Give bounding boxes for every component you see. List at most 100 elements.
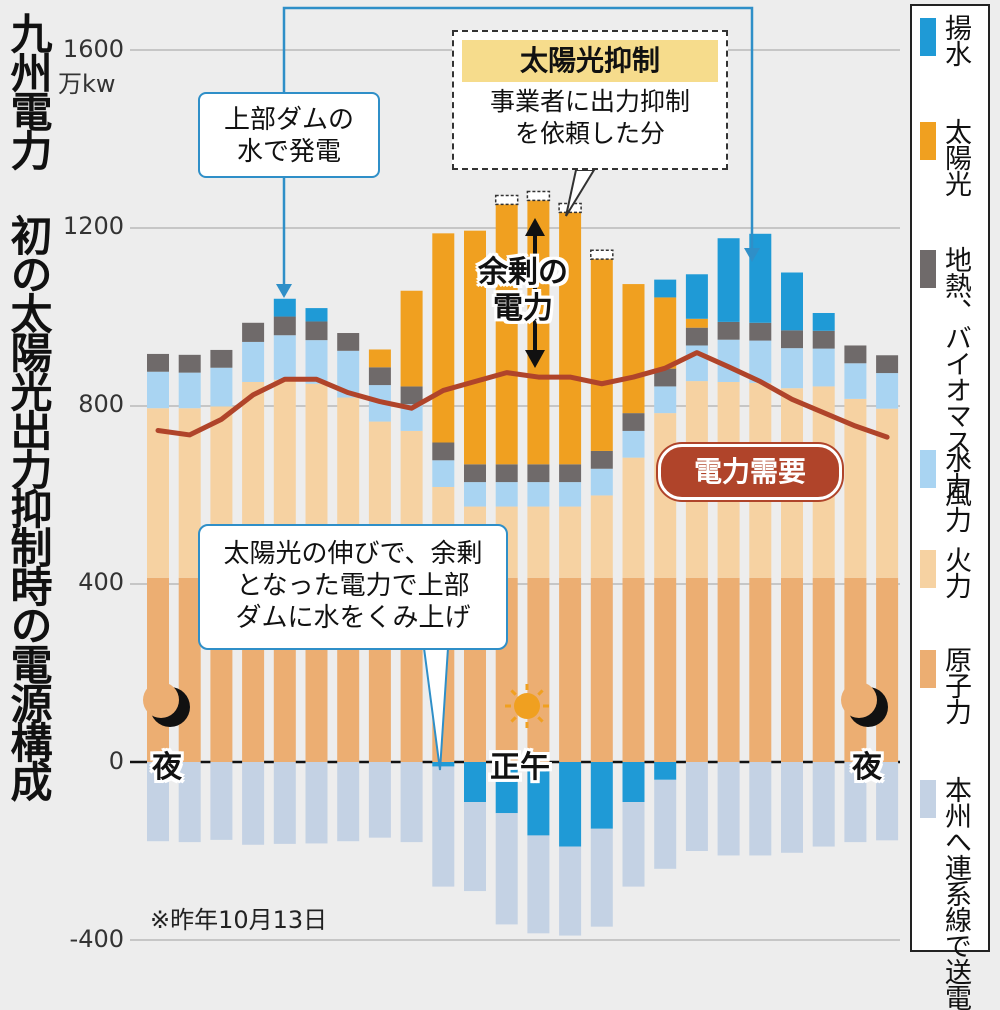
bar-segment	[654, 297, 677, 369]
sun-disc	[514, 693, 540, 719]
bar-segment	[305, 762, 328, 844]
bar-segment	[590, 450, 613, 469]
bar-segment	[242, 322, 265, 342]
bar-segment	[495, 204, 518, 465]
y-tick-1200: 1200	[62, 212, 124, 240]
bar-segment	[717, 762, 740, 856]
legend-label: 地熱、バイオマス、風力	[940, 246, 971, 532]
bar-segment	[400, 404, 423, 431]
bar-segment	[210, 367, 233, 407]
bar-segment	[844, 762, 867, 843]
callout-solar-curtailment: 太陽光抑制 事業者に出力抑制 を依頼した分	[452, 30, 728, 170]
bar-segment	[273, 762, 296, 844]
bar-segment	[305, 340, 328, 384]
bar-segment	[432, 762, 455, 767]
bar-segment	[559, 762, 582, 847]
bar-segment	[622, 577, 645, 762]
bar-segment	[464, 802, 486, 892]
bar-segment	[717, 238, 740, 322]
legend-label: 本州へ連系線で送電	[940, 776, 971, 1010]
bar-segment	[368, 762, 391, 838]
legend-swatch	[920, 550, 936, 588]
legend-swatch	[920, 18, 936, 56]
bar-segment	[210, 762, 233, 840]
bar-segment	[590, 259, 613, 451]
bar-segment	[749, 577, 772, 762]
legend-label: 揚水	[940, 14, 971, 66]
bar-segment	[527, 464, 550, 483]
bar-segment	[526, 190, 551, 202]
bar-segment	[178, 762, 201, 843]
bar-segment	[654, 368, 677, 387]
bar-segment	[273, 316, 296, 336]
bar-segment	[622, 457, 645, 578]
moon-cutout	[841, 682, 877, 718]
bar-segment	[590, 249, 614, 260]
bar-segment	[273, 335, 296, 380]
bar-segment	[527, 762, 550, 836]
moon-icon	[841, 682, 888, 727]
bar-segment	[494, 194, 519, 206]
bar-segment	[305, 308, 328, 322]
sun-ray	[510, 689, 517, 696]
sun-ray	[537, 716, 544, 723]
bar-segment	[685, 762, 708, 851]
bar-segment	[559, 577, 582, 762]
legend-swatch	[920, 650, 936, 688]
bar-segment	[654, 762, 677, 780]
bar-segment	[781, 577, 803, 762]
bar-segment	[368, 349, 391, 368]
bar-segment	[178, 354, 201, 373]
legend-swatch	[920, 450, 936, 488]
y-tick-minus400: -400	[69, 925, 124, 953]
power-mix-chart	[130, 6, 900, 941]
bar-segment	[812, 312, 835, 331]
legend-swatch	[920, 122, 936, 160]
y-tick-400: 400	[78, 568, 124, 596]
bar-segment	[400, 290, 423, 387]
bar-segment	[590, 762, 613, 829]
curtailment-body: 事業者に出力抑制 を依頼した分	[489, 87, 690, 148]
bar-segment	[749, 762, 772, 856]
bar-segment	[844, 363, 867, 399]
bar-segment	[685, 577, 708, 762]
arrow-head	[525, 350, 545, 368]
bar-segment	[495, 762, 518, 814]
bar-segment	[400, 762, 423, 843]
bar-segment	[590, 468, 613, 496]
bar-segment	[527, 835, 550, 934]
legend-label: 原子力	[940, 646, 971, 724]
bar-segment	[337, 762, 360, 842]
demand-label: 電力需要	[658, 444, 842, 500]
bar-segment	[590, 577, 613, 762]
bar-segment	[876, 762, 899, 841]
bar-segment	[622, 430, 645, 458]
bar-segment	[178, 408, 201, 578]
footnote: ※昨年10月13日	[150, 906, 328, 934]
bar-segment	[717, 321, 740, 340]
bar-segment	[464, 464, 486, 483]
bar-segment	[749, 322, 772, 341]
decorations	[143, 6, 888, 771]
bar-segment	[337, 350, 360, 398]
bar-segment	[654, 386, 677, 414]
chart-title: 九州電力 初の太陽光出力抑制時の電源構成	[4, 12, 53, 799]
moon-cutout	[143, 682, 179, 718]
bar-segment	[781, 330, 803, 349]
bar-segment	[559, 482, 582, 507]
night-right-label: 夜	[852, 750, 882, 785]
bar-segment	[781, 762, 803, 853]
bar-segment	[147, 371, 169, 409]
bar-segment	[781, 272, 803, 331]
bar-segment	[622, 413, 645, 431]
bar-segment	[876, 408, 899, 578]
bar-segment	[368, 367, 391, 386]
bar-segment	[781, 348, 803, 389]
bar-segment	[717, 577, 740, 762]
bar-segment	[464, 762, 486, 803]
legend: 揚水 太陽光 地熱、バイオマス、風力 水力 火力 原子力 本州へ連系線で送電	[910, 4, 990, 1010]
bar-segment	[147, 577, 169, 762]
legend-label: 火力	[940, 546, 971, 598]
noon-label: 正午	[490, 750, 550, 785]
bar-segment	[495, 482, 518, 507]
